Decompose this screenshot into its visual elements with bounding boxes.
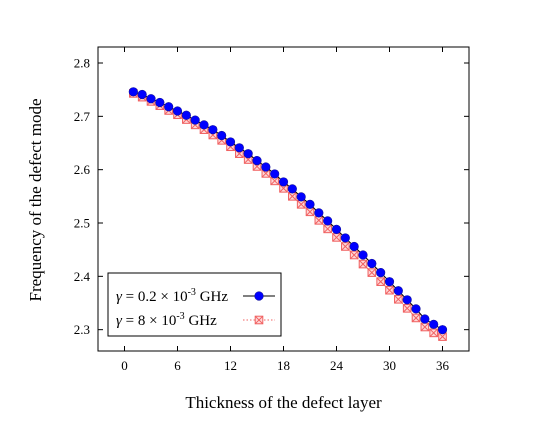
legend-marker	[254, 291, 264, 301]
data-point	[172, 106, 183, 116]
data-point	[137, 89, 147, 100]
legend-entry-2: γ = 8 × 10-3 GHz	[116, 311, 275, 329]
series-1	[128, 87, 448, 335]
x-axis-title: Thickness of the defect layer	[185, 393, 382, 412]
y-tick-label: 2.3	[74, 322, 90, 337]
data-point	[323, 216, 333, 226]
legend-marker	[254, 315, 264, 325]
data-point	[332, 233, 341, 242]
data-point	[420, 322, 430, 332]
data-point	[393, 286, 403, 296]
data-point	[296, 200, 306, 209]
data-point	[314, 216, 324, 225]
series-layer	[128, 87, 448, 341]
y-tick-label: 2.6	[74, 162, 91, 177]
data-point	[234, 143, 244, 153]
data-point	[367, 258, 377, 269]
data-point	[146, 94, 156, 104]
data-point	[402, 295, 412, 305]
data-point	[181, 110, 191, 120]
legend-label: γ = 0.2 × 10-3 GHz	[116, 287, 228, 305]
data-point	[349, 241, 359, 252]
y-tick-label: 2.8	[74, 56, 90, 71]
x-tick-label: 30	[383, 358, 396, 373]
data-point	[340, 233, 350, 243]
x-tick-label: 12	[224, 358, 237, 373]
data-point	[349, 250, 359, 260]
data-point	[208, 125, 218, 135]
data-point	[367, 268, 377, 277]
axis-ticks: 0 6 12 18 24 30 36 2.3 2.4 2.5 2.6 2.7 2.8	[74, 47, 469, 373]
legend-box	[107, 272, 282, 337]
data-point	[305, 199, 315, 209]
data-point	[358, 250, 368, 260]
legend: γ = 0.2 × 10-3 GHz γ = 8 × 10-3 GHz	[107, 272, 282, 337]
y-tick-label: 2.4	[74, 269, 91, 284]
data-point	[288, 192, 297, 201]
legend-entry-1: γ = 0.2 × 10-3 GHz	[116, 287, 275, 305]
x-tick-label: 36	[436, 358, 450, 373]
data-point	[411, 304, 421, 314]
legend-label: γ = 8 × 10-3 GHz	[116, 311, 217, 329]
data-point	[384, 277, 395, 287]
data-point	[190, 115, 200, 125]
data-point	[341, 242, 350, 251]
data-point	[358, 259, 368, 269]
data-point	[437, 325, 448, 335]
data-point	[296, 192, 306, 202]
data-point	[252, 156, 262, 166]
data-point	[199, 120, 209, 130]
data-point	[261, 162, 271, 172]
data-point	[402, 304, 412, 313]
data-point	[420, 314, 430, 324]
data-point	[164, 102, 174, 112]
y-tick-label: 2.5	[74, 216, 90, 231]
x-tick-label: 6	[174, 358, 181, 373]
x-tick-label: 0	[121, 358, 128, 373]
data-point	[243, 149, 253, 159]
data-point	[411, 313, 421, 323]
data-point	[331, 224, 342, 234]
data-point	[376, 268, 386, 278]
data-point	[323, 224, 332, 234]
x-tick-label: 24	[330, 358, 344, 373]
data-point	[278, 177, 289, 187]
data-point	[287, 184, 297, 194]
data-point	[429, 328, 438, 338]
data-point	[128, 87, 138, 97]
y-axis-title: Frequency of the defect mode	[26, 99, 45, 302]
data-point	[394, 294, 403, 304]
x-tick-label: 18	[277, 358, 290, 373]
data-point	[155, 97, 165, 108]
data-point	[385, 285, 394, 295]
data-point	[217, 130, 227, 141]
y-tick-label: 2.7	[74, 109, 91, 124]
data-point	[314, 208, 324, 218]
data-point	[305, 207, 315, 217]
data-point	[429, 319, 439, 329]
data-point	[270, 169, 280, 179]
data-point	[376, 277, 385, 286]
data-point	[225, 137, 236, 147]
